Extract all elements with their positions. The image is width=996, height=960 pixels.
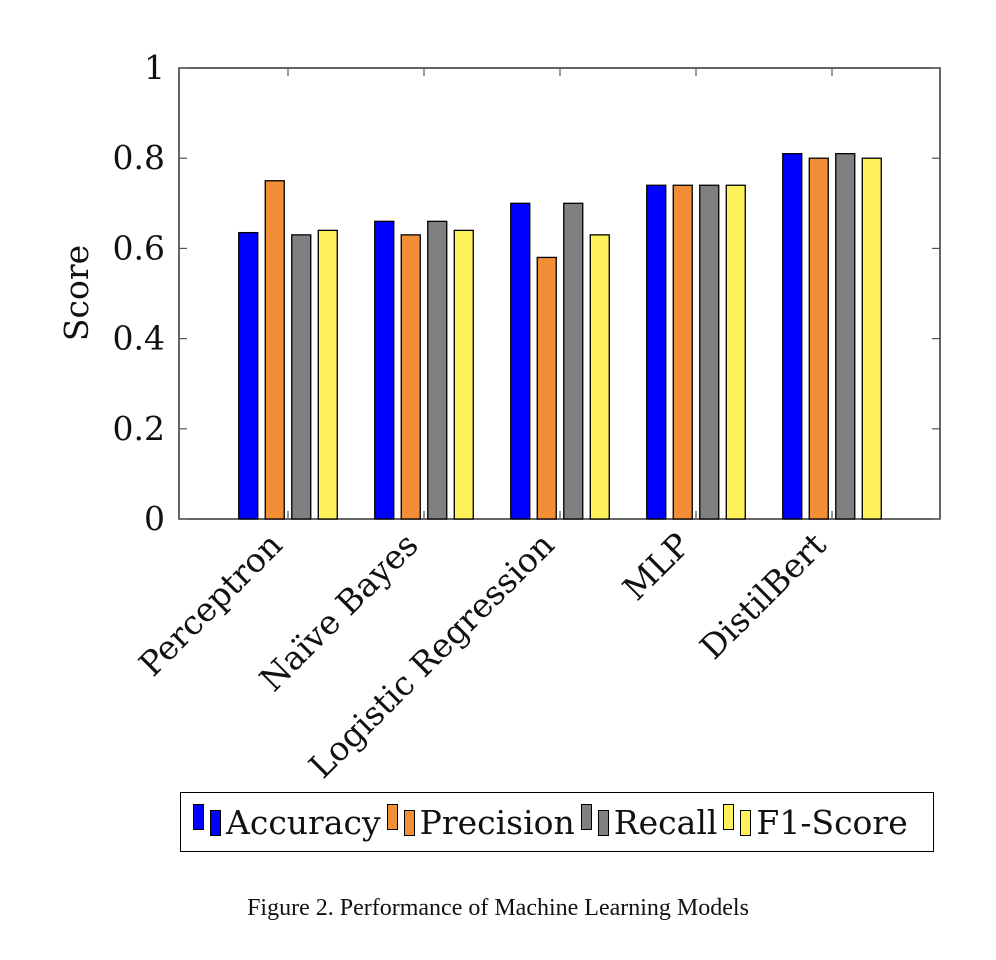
bar-precision-2 [536, 256, 557, 520]
y-tick-label: 1 [144, 48, 165, 87]
legend-swatch [403, 810, 415, 836]
bar-f1-score-3 [725, 184, 746, 520]
legend-swatch [386, 804, 398, 830]
bar-precision-1 [400, 234, 421, 520]
bar-precision-0 [264, 180, 285, 520]
legend-item: Recall [580, 802, 718, 842]
y-tick-label: 0.8 [113, 138, 165, 177]
y-axis-label: Score [57, 245, 96, 341]
legend-swatch [580, 804, 592, 830]
bar-accuracy-1 [374, 220, 395, 520]
bar-precision-3 [672, 184, 693, 520]
bar-f1-score-1 [453, 229, 474, 520]
y-tick-label: 0.2 [113, 409, 165, 448]
bar-recall-2 [563, 202, 584, 520]
legend-label: Recall [613, 802, 718, 842]
bar-recall-3 [699, 184, 720, 520]
x-tick-label: Logistic Regression [301, 525, 562, 786]
x-tick-label: DistilBert [692, 525, 834, 667]
bar-f1-score-4 [861, 157, 882, 520]
legend-item: Accuracy [193, 803, 381, 842]
y-tick-label: 0.6 [113, 228, 165, 267]
bar-accuracy-0 [238, 231, 259, 520]
legend-label: F1-Score [756, 802, 908, 842]
y-tick-label: 0.4 [113, 319, 165, 358]
x-tick-label: MLP [615, 525, 698, 608]
legend-swatch [723, 804, 735, 830]
bar-f1-score-2 [589, 234, 610, 520]
bar-accuracy-2 [510, 202, 531, 520]
bar-recall-4 [835, 153, 856, 520]
y-axis: 0 0.2 0.4 0.6 0.8 1 [113, 48, 940, 538]
bar-precision-4 [808, 157, 829, 520]
legend-label: Precision [419, 802, 575, 842]
bar-accuracy-3 [646, 184, 667, 520]
bars [238, 153, 882, 520]
bar-f1-score-0 [317, 229, 338, 520]
bar-recall-1 [427, 220, 448, 520]
legend-item: F1-Score [723, 802, 908, 842]
legend-label: Accuracy [226, 802, 381, 842]
legend-swatch [210, 810, 221, 836]
y-tick-label: 0 [144, 499, 165, 538]
legend: Accuracy Precision Recall F1-Score [180, 792, 934, 852]
figure-caption: Figure 2. Performance of Machine Learnin… [247, 895, 749, 921]
bar-accuracy-4 [782, 153, 803, 520]
legend-swatch [740, 810, 752, 836]
bar-recall-0 [291, 234, 312, 520]
legend-swatch [597, 810, 609, 836]
legend-item: Precision [386, 802, 575, 842]
legend-swatch [193, 804, 204, 830]
